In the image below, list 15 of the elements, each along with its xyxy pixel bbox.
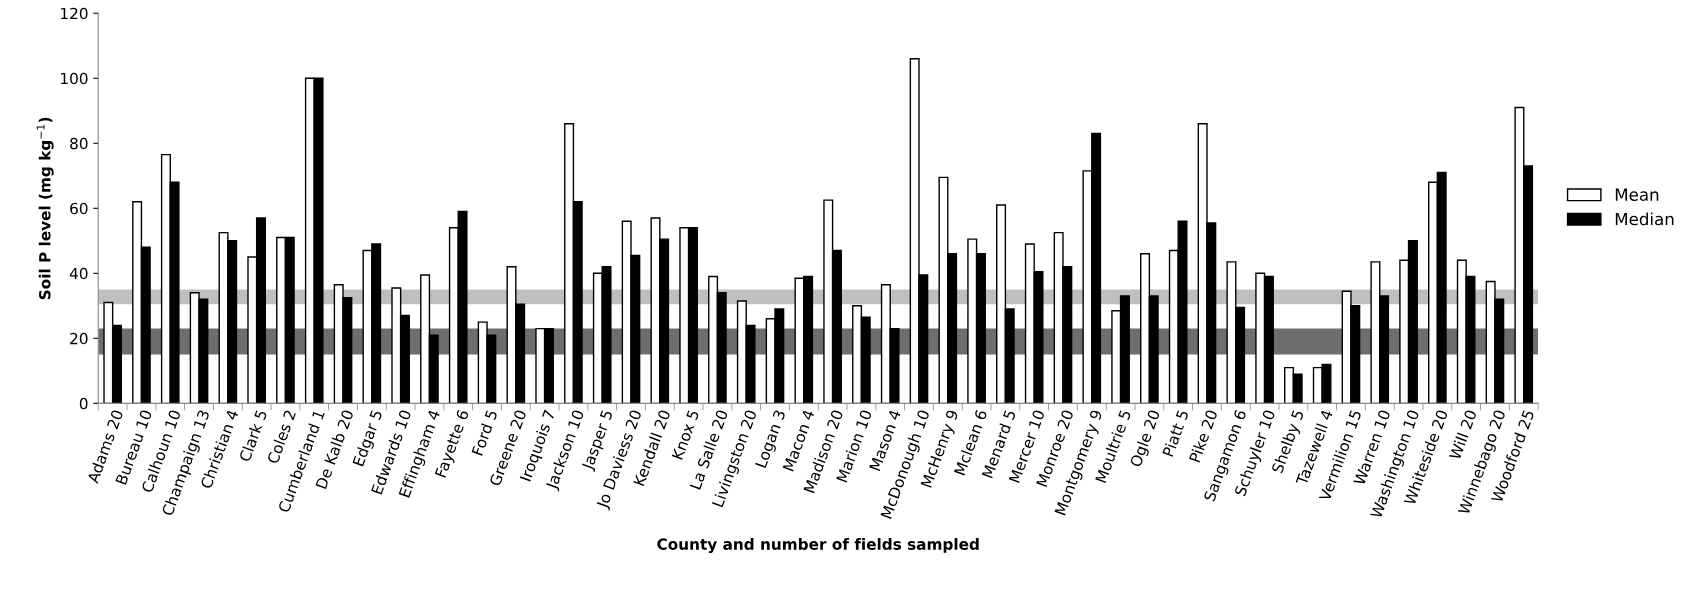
x-tick-label: Piatt 5 — [1161, 409, 1189, 457]
x-tick-label: Clark 5 — [238, 409, 268, 463]
y-tick-label: 100 — [61, 72, 88, 85]
y-tick-label: 120 — [61, 7, 88, 20]
legend-label: Median — [1615, 212, 1674, 226]
y-tick-label: 40 — [69, 267, 88, 280]
y-tick-label: 60 — [70, 202, 88, 215]
y-tick-label: 0 — [79, 397, 88, 410]
legend-label: Mean — [1615, 188, 1659, 201]
x-axis-title: County and number of fields sampled — [657, 538, 979, 553]
x-tick-label: Ogle 20 — [1129, 409, 1163, 469]
y-axis-title: Soil P level (mg kg$^{−1}$) — [36, 117, 54, 300]
y-tick-label: 80 — [70, 137, 88, 150]
y-tick-label: 20 — [70, 332, 88, 345]
x-tick-label: Knox 5 — [671, 409, 700, 460]
